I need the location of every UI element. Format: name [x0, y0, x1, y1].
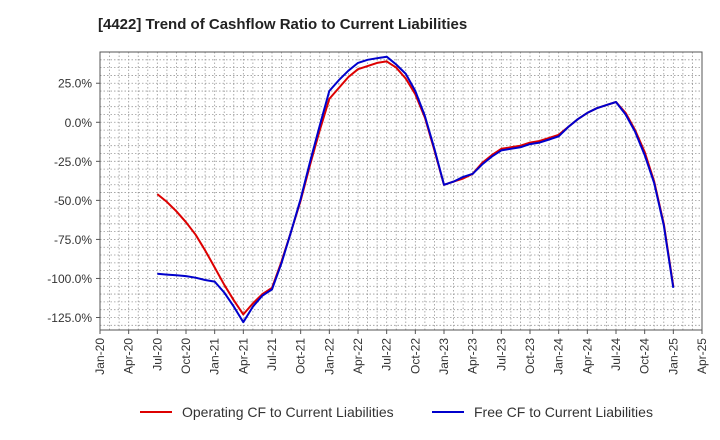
- x-tick-label: Oct-23: [523, 338, 537, 374]
- x-tick-label: Jan-24: [552, 338, 566, 375]
- x-tick-label: Jul-20: [150, 338, 164, 371]
- x-tick-label: Jan-21: [208, 338, 222, 375]
- x-tick-label: Jul-22: [380, 338, 394, 371]
- x-tick-label: Jan-22: [322, 338, 336, 375]
- x-tick-label: Oct-22: [408, 338, 422, 374]
- y-tick-label: 25.0%: [58, 77, 92, 91]
- y-tick-label: -50.0%: [54, 194, 92, 208]
- legend-item-free-cf: Free CF to Current Liabilities: [432, 404, 653, 420]
- x-tick-label: Jul-21: [265, 338, 279, 371]
- x-tick-labels: Jan-20 Apr-20 Jul-20 Oct-20 Jan-21 Apr-21 Jul-…: [93, 330, 709, 375]
- x-tick-label: Apr-22: [351, 338, 365, 374]
- chart-title: [4422] Trend of Cashflow Ratio to Curren…: [98, 16, 468, 33]
- x-tick-label: Apr-21: [236, 338, 250, 374]
- y-tick-label: -125.0%: [47, 311, 92, 325]
- grid: [99, 51, 703, 330]
- y-tick-label: -75.0%: [54, 233, 92, 247]
- y-tick-label: -25.0%: [54, 155, 92, 169]
- plot-area-frame: [99, 51, 703, 331]
- y-tick-label: 0.0%: [65, 116, 93, 130]
- x-tick-label: Apr-23: [466, 338, 480, 374]
- x-tick-label: Jul-24: [609, 338, 623, 371]
- x-tick-label: Apr-20: [122, 338, 136, 374]
- legend-swatch-free-cf: [432, 411, 464, 413]
- legend-swatch-operating-cf: [140, 411, 172, 413]
- legend-label-operating-cf: Operating CF to Current Liabilities: [182, 404, 394, 420]
- x-tick-label: Apr-24: [580, 338, 594, 374]
- x-tick-label: Jul-23: [494, 338, 508, 371]
- series-lines: [156, 55, 675, 324]
- x-tick-label: Oct-20: [179, 338, 193, 374]
- series-line-free-cf: [157, 55, 675, 324]
- x-tick-label: Jan-25: [666, 338, 680, 375]
- y-tick-labels: 25.0% 0.0% -25.0% -50.0% -75.0% -100.0% -125.0…: [47, 77, 100, 325]
- x-tick-label: Jan-20: [93, 338, 107, 375]
- x-tick-label: Oct-24: [638, 338, 652, 374]
- x-tick-label: Jan-23: [437, 338, 451, 375]
- legend-item-operating-cf: Operating CF to Current Liabilities: [140, 404, 394, 420]
- x-tick-label: Oct-21: [294, 338, 308, 374]
- x-tick-label: Apr-25: [695, 338, 709, 374]
- y-tick-label: -100.0%: [47, 272, 92, 286]
- legend-label-free-cf: Free CF to Current Liabilities: [474, 404, 653, 420]
